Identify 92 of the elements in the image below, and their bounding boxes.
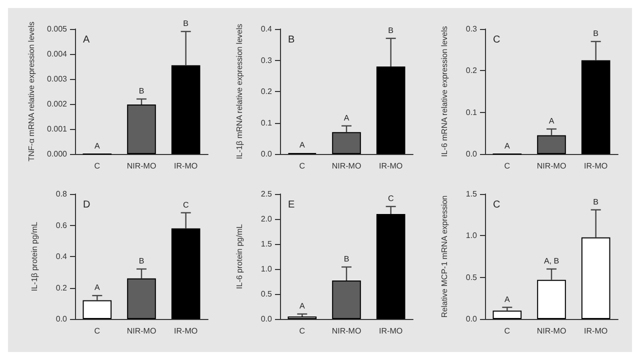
x-tick-label: C xyxy=(504,326,510,336)
x-tick-label: IR-MO xyxy=(174,326,198,336)
y-tick-label: 0.001 xyxy=(46,124,68,134)
y-tick-label: 0.0 xyxy=(55,314,68,324)
bar xyxy=(580,237,610,319)
y-tick-label: 0.3 xyxy=(465,24,478,34)
annotation: A xyxy=(82,34,90,46)
annotation: A xyxy=(343,113,350,122)
bar xyxy=(126,104,156,154)
annotation: C xyxy=(182,200,188,210)
y-tick-label: 1.5 xyxy=(465,190,478,198)
x-tick-label: C xyxy=(94,162,100,170)
annotation: B xyxy=(343,254,349,264)
annotation: A, B xyxy=(543,256,559,266)
x-tick-label: NIR-MO xyxy=(331,162,361,170)
x-tick-label: NIR-MO xyxy=(126,326,156,336)
bar xyxy=(332,132,360,154)
annotation: A xyxy=(298,302,305,310)
y-tick-label: 1.5 xyxy=(260,240,272,248)
bar xyxy=(376,214,405,319)
x-tick-label: IR-MO xyxy=(378,326,402,336)
y-tick-label: 0.6 xyxy=(55,220,68,230)
y-tick-label: 0.000 xyxy=(46,150,68,158)
annotation: E xyxy=(288,200,294,210)
y-tick-label: 0.2 xyxy=(55,283,68,292)
y-tick-label: 0.004 xyxy=(46,50,68,58)
y-tick-label: 2.0 xyxy=(260,214,272,224)
annotation: A xyxy=(94,283,100,292)
x-tick-label: NIR-MO xyxy=(536,326,566,336)
y-axis-title: IL-6 mRNA relative expression levels xyxy=(440,26,448,157)
bar xyxy=(536,280,566,319)
y-tick-label: 1.0 xyxy=(465,231,478,240)
x-tick-label: C xyxy=(504,162,510,170)
bar xyxy=(82,300,112,319)
y-tick-label: 0.005 xyxy=(46,24,68,34)
x-tick-label: C xyxy=(298,326,305,336)
bar xyxy=(126,278,156,319)
y-axis-title: IL-1β mRNA relative expression levels xyxy=(234,24,244,160)
y-tick-label: 0.2 xyxy=(260,87,272,96)
x-tick-label: IR-MO xyxy=(584,326,608,336)
y-tick-label: 0.002 xyxy=(46,100,68,108)
x-tick-label: NIR-MO xyxy=(536,162,566,170)
y-tick-label: 0.1 xyxy=(260,118,272,128)
y-tick-label: 1.0 xyxy=(260,264,272,274)
bar xyxy=(170,65,200,154)
annotation: A xyxy=(298,140,305,150)
y-axis-title: Relative MCP-1 mRNA expression xyxy=(440,195,448,318)
x-tick-label: IR-MO xyxy=(584,162,608,170)
annotation: A xyxy=(504,294,510,304)
bar xyxy=(170,228,200,319)
y-tick-label: 0.0 xyxy=(465,314,478,324)
bar xyxy=(376,66,405,154)
bar xyxy=(492,310,522,319)
y-tick-label: 0.3 xyxy=(260,56,272,65)
y-tick-label: 0.0 xyxy=(465,150,478,158)
annotation: A xyxy=(504,142,510,150)
y-tick-label: 0.1 xyxy=(465,108,478,117)
annotation: B xyxy=(592,29,598,38)
annotation: B xyxy=(388,26,394,35)
annotation: A xyxy=(94,142,100,150)
y-axis-title: IL-1β protein pg/mL xyxy=(30,221,38,292)
x-tick-label: NIR-MO xyxy=(331,326,361,336)
x-tick-label: C xyxy=(298,162,305,170)
x-tick-label: NIR-MO xyxy=(126,162,156,170)
y-tick-label: 0.5 xyxy=(465,272,478,282)
annotation: B xyxy=(288,34,294,46)
y-tick-label: 0.0 xyxy=(260,150,272,158)
annotation: D xyxy=(82,200,90,210)
y-tick-label: 0.4 xyxy=(55,252,68,261)
bar xyxy=(332,280,360,319)
annotation: A xyxy=(548,116,554,126)
annotation: B xyxy=(138,86,144,96)
y-tick-label: 0.003 xyxy=(46,74,68,84)
y-tick-label: 0.5 xyxy=(260,290,272,298)
bar xyxy=(580,60,610,154)
y-tick-label: 2.5 xyxy=(260,190,272,198)
y-tick-label: 0.4 xyxy=(260,24,272,34)
x-tick-label: IR-MO xyxy=(378,162,402,170)
annotation: C xyxy=(387,194,394,203)
x-tick-label: C xyxy=(94,326,100,336)
annotation: B xyxy=(182,19,188,28)
y-tick-label: 0.0 xyxy=(260,314,272,324)
y-axis-title: TNF-α mRNA relative expression levels xyxy=(26,22,36,162)
y-tick-label: 0.2 xyxy=(465,66,478,76)
annotation: B xyxy=(138,256,144,266)
bar xyxy=(536,135,566,154)
y-axis-title: IL-6 protein pg/mL xyxy=(234,223,244,289)
annotation: C xyxy=(492,200,500,210)
y-tick-label: 0.8 xyxy=(55,190,68,198)
annotation: C xyxy=(492,34,500,46)
annotation: B xyxy=(592,197,598,206)
x-tick-label: IR-MO xyxy=(174,162,198,170)
